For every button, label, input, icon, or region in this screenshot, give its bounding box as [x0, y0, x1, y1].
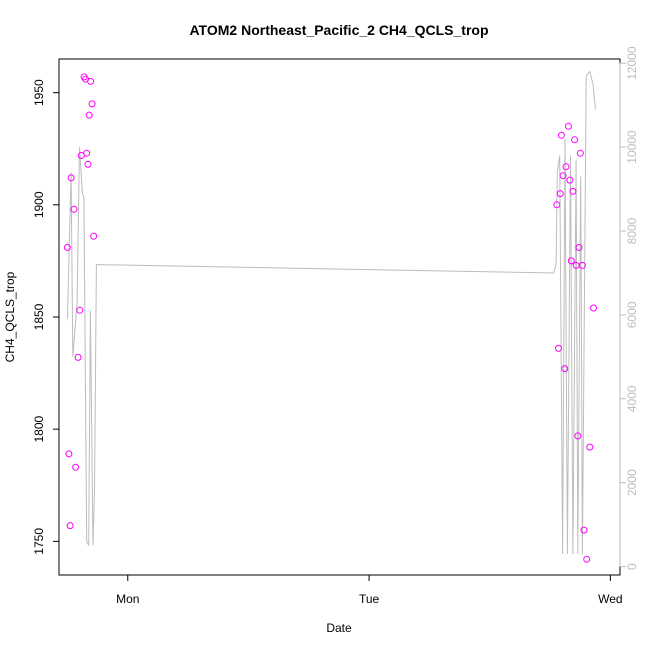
data-point — [559, 172, 567, 180]
line-series — [66, 70, 596, 555]
data-point — [88, 100, 96, 108]
chart-title: ATOM2 Northeast_Pacific_2 CH4_QCLS_trop — [189, 22, 488, 38]
data-point — [555, 344, 562, 352]
right-y-axis: 0 2000 4000 6000 8000 10000 12000 — [619, 46, 639, 570]
data-point — [561, 365, 569, 373]
data-point — [72, 463, 80, 471]
data-point — [564, 122, 572, 130]
data-point — [569, 187, 577, 195]
right-tick-label: 2000 — [625, 469, 639, 496]
data-point — [90, 232, 98, 240]
data-point — [586, 443, 594, 451]
data-point — [70, 205, 78, 213]
data-point — [566, 176, 574, 184]
data-point — [84, 160, 92, 168]
data-point — [63, 244, 71, 251]
right-tick-label: 4000 — [625, 385, 639, 412]
data-point — [567, 257, 575, 265]
right-tick-label: 0 — [625, 563, 639, 570]
x-axis-label: Date — [326, 621, 352, 635]
data-point — [83, 149, 91, 157]
data-point — [66, 522, 74, 530]
data-point — [578, 261, 586, 269]
left-tick-label: 1750 — [32, 528, 46, 555]
data-point — [580, 526, 588, 534]
x-tick-label: Wed — [598, 592, 622, 606]
data-point — [575, 244, 583, 251]
point-series-layer — [63, 73, 597, 563]
left-tick-label: 1800 — [32, 416, 46, 443]
left-y-axis: 1750 1800 1850 1900 1950 — [32, 79, 60, 555]
y-axis-label: CH4_QCLS_trop — [3, 271, 17, 362]
right-tick-label: 8000 — [625, 217, 639, 244]
data-point — [74, 353, 82, 361]
x-tick-label: Mon — [116, 592, 139, 606]
right-tick-label: 12000 — [625, 46, 639, 80]
data-point — [571, 136, 579, 144]
data-point — [87, 77, 95, 85]
left-tick-label: 1850 — [32, 303, 46, 330]
line-series-layer — [66, 70, 596, 555]
right-tick-label: 10000 — [625, 130, 639, 164]
data-point — [65, 450, 73, 458]
left-tick-label: 1950 — [32, 79, 46, 106]
data-point — [85, 111, 93, 119]
data-point — [562, 163, 570, 171]
data-point — [553, 201, 561, 209]
data-point — [556, 190, 564, 198]
data-point — [557, 131, 565, 139]
left-tick-label: 1900 — [32, 191, 46, 218]
data-point — [67, 174, 75, 182]
data-point — [590, 304, 597, 312]
x-axis: Mon Tue Wed — [116, 574, 623, 606]
data-point — [574, 432, 582, 440]
data-point — [76, 306, 84, 314]
plot-frame — [58, 58, 621, 576]
right-tick-label: 6000 — [625, 301, 639, 328]
x-tick-label: Tue — [359, 592, 380, 606]
data-point — [576, 149, 584, 157]
data-point — [583, 555, 591, 563]
